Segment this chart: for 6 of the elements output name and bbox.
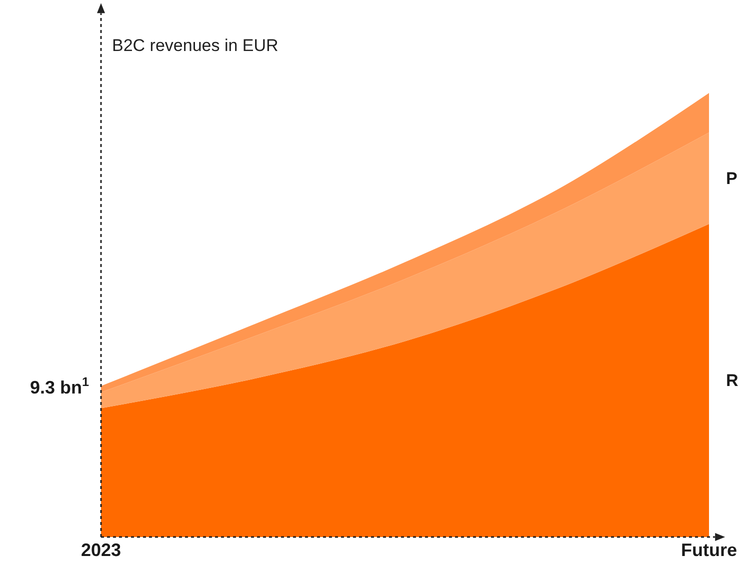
x-tick-label: 2023 xyxy=(80,540,122,560)
y-axis-title: B2C revenues in EUR xyxy=(112,36,278,55)
annotation: 9.3 bn$^{1}$ xyxy=(30,375,90,398)
series-label: P xyxy=(726,169,738,188)
text: R xyxy=(726,371,738,390)
x-tick-label: Future xyxy=(681,540,737,560)
